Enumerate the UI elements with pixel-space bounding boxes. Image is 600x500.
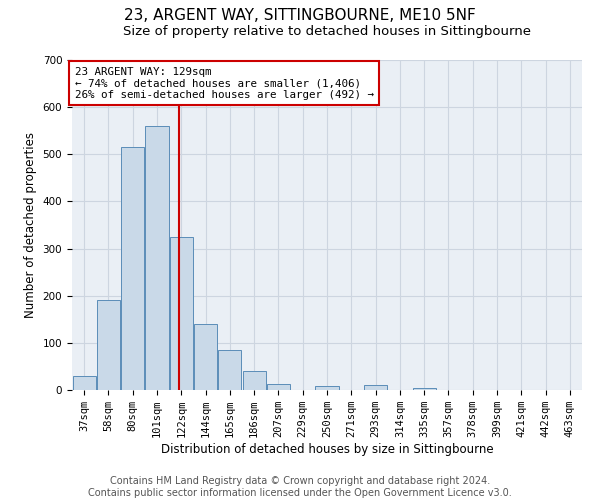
Bar	[316, 386, 338, 390]
Text: 23, ARGENT WAY, SITTINGBOURNE, ME10 5NF: 23, ARGENT WAY, SITTINGBOURNE, ME10 5NF	[124, 8, 476, 22]
Text: Contains HM Land Registry data © Crown copyright and database right 2024.
Contai: Contains HM Land Registry data © Crown c…	[88, 476, 512, 498]
Bar	[73, 376, 95, 390]
Bar	[413, 388, 436, 390]
Bar	[267, 384, 290, 390]
Y-axis label: Number of detached properties: Number of detached properties	[24, 132, 37, 318]
Bar	[170, 237, 193, 390]
Bar	[364, 386, 387, 390]
Bar	[242, 371, 266, 390]
Bar	[194, 324, 217, 390]
Bar	[218, 350, 241, 390]
X-axis label: Distribution of detached houses by size in Sittingbourne: Distribution of detached houses by size …	[161, 443, 493, 456]
Text: 23 ARGENT WAY: 129sqm
← 74% of detached houses are smaller (1,406)
26% of semi-d: 23 ARGENT WAY: 129sqm ← 74% of detached …	[74, 66, 374, 100]
Bar	[121, 147, 144, 390]
Bar	[97, 300, 120, 390]
Bar	[145, 126, 169, 390]
Title: Size of property relative to detached houses in Sittingbourne: Size of property relative to detached ho…	[123, 25, 531, 38]
